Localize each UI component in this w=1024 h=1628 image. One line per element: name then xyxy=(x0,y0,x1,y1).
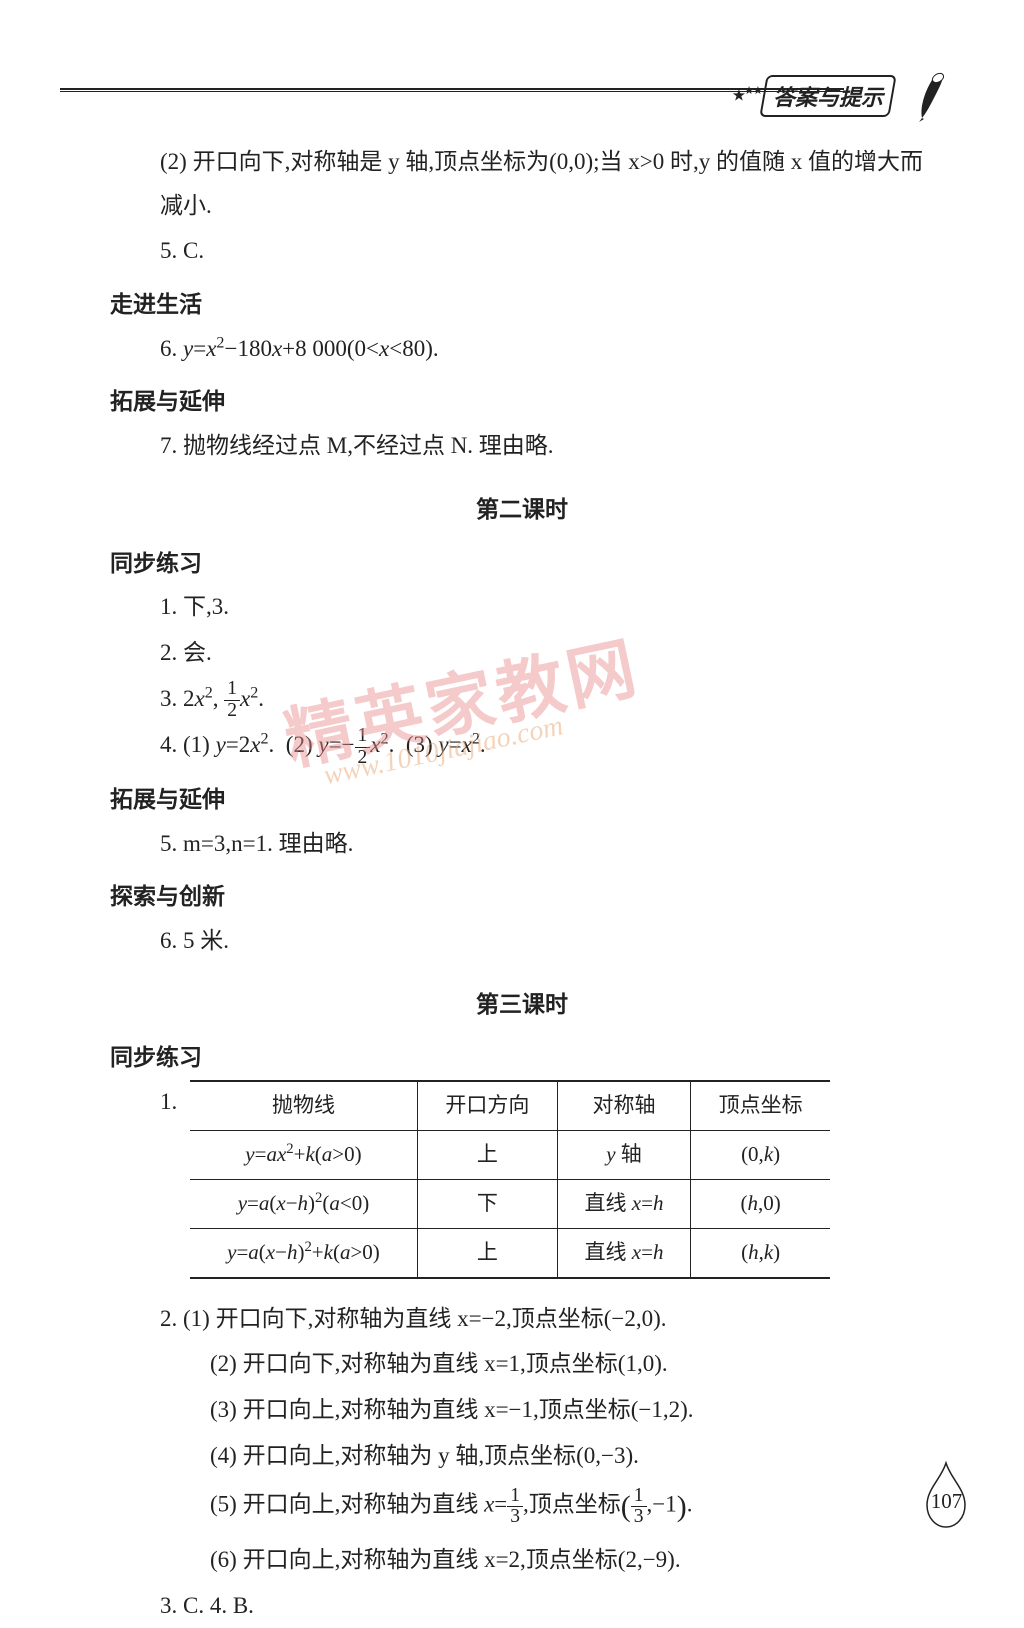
page-number: 107 xyxy=(919,1461,974,1531)
sec-life-title: 走进生活 xyxy=(110,283,934,327)
l2-i1: 1. 下,3. xyxy=(110,585,934,629)
l2-i2: 2. 会. xyxy=(110,631,934,675)
cell: (h,0) xyxy=(691,1179,830,1228)
ans-2: (2) 开口向下,对称轴是 y 轴,顶点坐标为(0,0);当 x>0 时,y 的… xyxy=(110,140,934,227)
lesson3-title: 第三课时 xyxy=(110,983,934,1027)
l2-i6: 6. 5 米. xyxy=(110,919,934,963)
ans-6: 6. y=x2−180x+8 000(0<x<80). xyxy=(110,327,934,371)
ans-5: 5. C. xyxy=(110,229,934,273)
cell: y=a(x−h)2+k(a>0) xyxy=(190,1228,417,1277)
badge-text: 答案与提示 xyxy=(773,80,883,112)
th-0: 抛物线 xyxy=(190,1081,417,1130)
l3-i2-1: 2. (1) 开口向下,对称轴为直线 x=−2,顶点坐标(−2,0). xyxy=(110,1297,934,1341)
l3-i2-6: (6) 开口向上,对称轴为直线 x=2,顶点坐标(2,−9). xyxy=(110,1538,934,1582)
l3-i2-5: (5) 开口向上,对称轴为直线 x=13,顶点坐标(13,−1). xyxy=(110,1479,934,1536)
cell: (0,k) xyxy=(691,1131,830,1180)
badge-title: 答案与提示 xyxy=(759,75,896,117)
cell: 上 xyxy=(417,1228,557,1277)
cell: 直线 x=h xyxy=(557,1228,690,1277)
l2-explore-title: 探索与创新 xyxy=(110,875,934,919)
th-3: 顶点坐标 xyxy=(691,1081,830,1130)
stars-icon: ★★ ★ xyxy=(732,86,761,104)
pen-icon xyxy=(899,68,954,123)
cell: y=ax2+k(a>0) xyxy=(190,1131,417,1180)
cell: 上 xyxy=(417,1131,557,1180)
l2-i4: 4. (1) y=2x2. (2) y=−12x2. (3) y=x2. xyxy=(110,723,934,768)
l2-ext-title: 拓展与延伸 xyxy=(110,778,934,822)
l2-i3: 3. 2x2, 12x2. xyxy=(110,677,934,722)
l3-table-wrap: 1. 抛物线 开口方向 对称轴 顶点坐标 y=ax2+k(a>0) 上 y 轴 … xyxy=(110,1080,934,1279)
sec-ext1-title: 拓展与延伸 xyxy=(110,380,934,424)
cell: 直线 x=h xyxy=(557,1179,690,1228)
page-content: (2) 开口向下,对称轴是 y 轴,顶点坐标为(0,0);当 x>0 时,y 的… xyxy=(60,130,964,1628)
l3-table-num: 1. xyxy=(160,1080,190,1124)
l3-i2-4: (4) 开口向上,对称轴为 y 轴,顶点坐标(0,−3). xyxy=(110,1434,934,1478)
th-1: 开口方向 xyxy=(417,1081,557,1130)
page-number-text: 107 xyxy=(919,1489,974,1514)
cell: y=a(x−h)2(a<0) xyxy=(190,1179,417,1228)
l3-i2-3: (3) 开口向上,对称轴为直线 x=−1,顶点坐标(−1,2). xyxy=(110,1388,934,1432)
l3-i34: 3. C. 4. B. xyxy=(110,1584,934,1628)
th-2: 对称轴 xyxy=(557,1081,690,1130)
l3-sync-title: 同步练习 xyxy=(110,1036,934,1080)
l2-i5: 5. m=3,n=1. 理由略. xyxy=(110,822,934,866)
cell: y 轴 xyxy=(557,1131,690,1180)
l2-sync-title: 同步练习 xyxy=(110,542,934,586)
header-rule xyxy=(60,88,844,92)
l3-i2-2: (2) 开口向下,对称轴为直线 x=1,顶点坐标(1,0). xyxy=(110,1342,934,1386)
lesson2-title: 第二课时 xyxy=(110,488,934,532)
header-badge: ★★ ★ 答案与提示 xyxy=(732,68,954,123)
ans-7: 7. 抛物线经过点 M,不经过点 N. 理由略. xyxy=(110,424,934,468)
cell: 下 xyxy=(417,1179,557,1228)
parabola-table: 抛物线 开口方向 对称轴 顶点坐标 y=ax2+k(a>0) 上 y 轴 (0,… xyxy=(190,1080,830,1279)
text: (2) 开口向下,对称轴是 y 轴,顶点坐标为(0,0);当 x>0 时,y 的… xyxy=(160,149,923,218)
page-header: ★★ ★ 答案与提示 xyxy=(60,40,964,130)
cell: (h,k) xyxy=(691,1228,830,1277)
